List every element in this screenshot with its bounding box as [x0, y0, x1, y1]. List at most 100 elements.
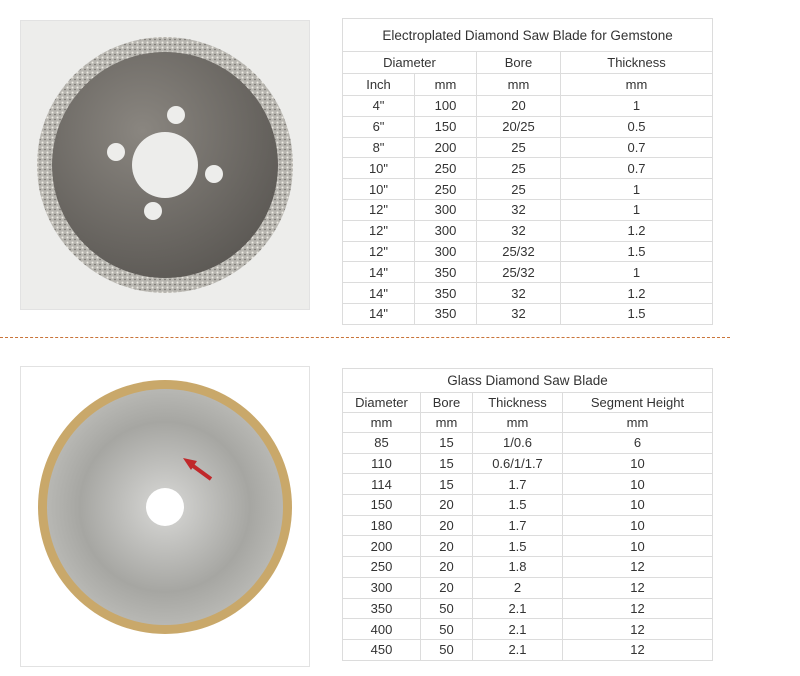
table-cell: 14" [342, 282, 415, 304]
table-cell: 0.7 [559, 157, 714, 180]
table-cell: 450 [342, 638, 421, 661]
table-cell: 8" [342, 136, 415, 159]
table-cell: 1.5 [559, 240, 714, 263]
table-cell: 350 [342, 597, 421, 620]
product-image [20, 366, 310, 667]
table-cell: 0.6/1/1.7 [472, 452, 563, 475]
table-cell: 12" [342, 240, 415, 263]
table-cell: 4" [342, 95, 415, 117]
column-header: Diameter [342, 392, 421, 413]
table-cell: 1 [559, 261, 714, 284]
table-cell: 1 [559, 178, 714, 200]
column-header: Diameter [342, 51, 477, 74]
table-title: Electroplated Diamond Saw Blade for Gems… [341, 18, 714, 52]
data-row: 14" 350 32 1.2 [342, 282, 714, 304]
table-cell: 50 [420, 597, 473, 620]
data-row: 350 50 2.1 12 [342, 597, 714, 620]
table-cell: 10 [561, 452, 714, 475]
table-cell: 20 [420, 576, 473, 599]
data-row: 12" 300 25/32 1.5 [342, 240, 714, 263]
unit-row: Inch mm mm mm [342, 73, 714, 96]
data-row: 450 50 2.1 12 [342, 638, 714, 661]
table-cell: 1.5 [472, 494, 563, 516]
table-cell: 12" [342, 219, 415, 242]
table-cell: 20/25 [476, 115, 561, 138]
table-cell: 1/0.6 [472, 432, 563, 454]
data-row: 250 20 1.8 12 [342, 556, 714, 578]
data-row: 400 50 2.1 12 [342, 618, 714, 640]
table-cell: 6 [561, 432, 714, 454]
spec-table: Electroplated Diamond Saw Blade for Gems… [341, 18, 714, 325]
table-cell: 200 [414, 136, 477, 159]
table-cell: 150 [414, 115, 477, 138]
title-row: Electroplated Diamond Saw Blade for Gems… [341, 18, 714, 52]
table-cell: 10 [561, 473, 714, 496]
unit-label: mm [476, 73, 561, 96]
table-cell: 0.7 [559, 136, 714, 159]
table-cell: 1.8 [472, 556, 563, 578]
table-cell: 20 [420, 535, 473, 558]
table-cell: 10 [561, 535, 714, 558]
table-cell: 250 [414, 157, 477, 180]
table-cell: 1.5 [559, 302, 714, 325]
spec-table: Glass Diamond Saw Blade Diameter Bore Thick… [341, 368, 714, 661]
header-row: Diameter Bore Thickness Segment Height [342, 392, 714, 413]
table-cell: 50 [420, 618, 473, 640]
column-header: Bore [476, 51, 561, 74]
table-cell: 180 [342, 514, 421, 537]
table-cell: 25/32 [476, 261, 561, 284]
table-cell: 15 [420, 452, 473, 475]
table-cell: 20 [476, 95, 561, 117]
table-cell: 32 [476, 302, 561, 325]
data-row: 4" 100 20 1 [342, 95, 714, 117]
data-row: 180 20 1.7 10 [342, 514, 714, 537]
table-cell: 6" [342, 115, 415, 138]
data-row: 110 15 0.6/1/1.7 10 [342, 452, 714, 475]
table-cell: 350 [414, 302, 477, 325]
data-row: 114 15 1.7 10 [342, 473, 714, 496]
blade-illustration [21, 367, 309, 666]
table-cell: 12 [561, 556, 714, 578]
table-cell: 250 [414, 178, 477, 200]
table-cell: 1.2 [559, 282, 714, 304]
table-cell: 300 [342, 576, 421, 599]
table-cell: 50 [420, 638, 473, 661]
table-cell: 25 [476, 136, 561, 159]
data-row: 8" 200 25 0.7 [342, 136, 714, 159]
data-row: 10" 250 25 1 [342, 178, 714, 200]
table-cell: 32 [476, 219, 561, 242]
table-cell: 0.5 [559, 115, 714, 138]
table-cell: 1 [559, 198, 714, 221]
table-cell: 250 [342, 556, 421, 578]
table-cell: 10 [561, 514, 714, 537]
table-cell: 2.1 [472, 618, 563, 640]
table-cell: 1.7 [472, 514, 563, 537]
table-cell: 1.7 [472, 473, 563, 496]
unit-label: mm [472, 412, 563, 433]
table-cell: 14" [342, 261, 415, 284]
table-cell: 100 [414, 95, 477, 117]
table-cell: 1.2 [559, 219, 714, 242]
unit-label: mm [414, 73, 477, 96]
unit-label: Inch [342, 73, 415, 96]
table-cell: 85 [342, 432, 421, 454]
table-cell: 25/32 [476, 240, 561, 263]
table-cell: 400 [342, 618, 421, 640]
table-cell: 14" [342, 302, 415, 325]
unit-label: mm [420, 412, 473, 433]
table-cell: 300 [414, 219, 477, 242]
table-cell: 12 [561, 618, 714, 640]
table-cell: 25 [476, 178, 561, 200]
divider [0, 337, 730, 338]
table-cell: 20 [420, 556, 473, 578]
table-cell: 12 [561, 597, 714, 620]
table-cell: 110 [342, 452, 421, 475]
data-row: 6" 150 20/25 0.5 [342, 115, 714, 138]
table-cell: 1.5 [472, 535, 563, 558]
table-cell: 15 [420, 432, 473, 454]
unit-label: mm [561, 412, 714, 433]
table-cell: 10" [342, 178, 415, 200]
unit-label: mm [559, 73, 714, 96]
unit-label: mm [342, 412, 421, 433]
